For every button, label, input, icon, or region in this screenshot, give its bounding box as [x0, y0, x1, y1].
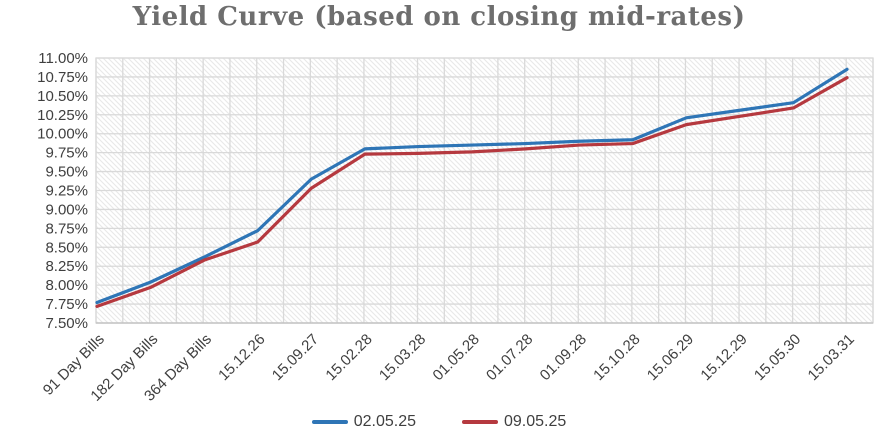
y-axis-label: 10.00% [37, 126, 88, 143]
x-axis-label: 15.06.29 [644, 331, 697, 384]
x-axis-label: 15.03.31 [805, 331, 858, 384]
y-axis-label: 7.50% [45, 315, 88, 332]
y-axis-label: 8.50% [45, 239, 88, 256]
x-axis-label: 15.12.26 [215, 331, 268, 384]
y-axis-label: 9.50% [45, 164, 88, 181]
x-axis-label: 15.12.29 [697, 331, 750, 384]
y-axis-label: 10.25% [37, 107, 88, 124]
y-axis-label: 10.50% [37, 88, 88, 105]
y-axis-label: 9.25% [45, 183, 88, 200]
x-axis-label: 15.03.28 [376, 331, 429, 384]
legend-item-series1: 02.05.25 [311, 413, 416, 431]
x-axis-label: 15.02.28 [322, 331, 375, 384]
y-axis-label: 9.00% [45, 201, 88, 218]
legend-label-series2: 09.05.25 [504, 413, 567, 430]
y-axis-label: 9.75% [45, 145, 88, 162]
x-axis-label: 15.05.30 [751, 331, 804, 384]
y-axis-label: 11.00% [38, 50, 88, 67]
x-axis-label: 01.09.28 [537, 331, 590, 384]
x-axis-label: 01.07.28 [483, 331, 536, 384]
y-axis-label: 10.75% [37, 69, 88, 86]
series-line-1 [95, 67, 849, 305]
series2-line-swatch [462, 420, 498, 424]
y-axis-label: 8.25% [45, 258, 88, 275]
x-axis-label: 01.05.28 [430, 331, 483, 384]
x-axis-label: 15.10.28 [590, 331, 643, 384]
y-axis-label: 8.75% [45, 220, 88, 237]
x-axis-label: 15.09.27 [269, 331, 322, 384]
series-line-2 [95, 76, 849, 308]
y-axis-label: 7.75% [45, 296, 88, 313]
chart-title: Yield Curve (based on closing mid-rates) [132, 2, 746, 32]
y-axis-label: 8.00% [45, 277, 88, 294]
legend-label-series1: 02.05.25 [353, 413, 416, 430]
series1-line-swatch [311, 420, 348, 424]
chart-legend: 02.05.25 09.05.25 [0, 413, 878, 431]
legend-item-series2: 09.05.25 [462, 413, 566, 431]
